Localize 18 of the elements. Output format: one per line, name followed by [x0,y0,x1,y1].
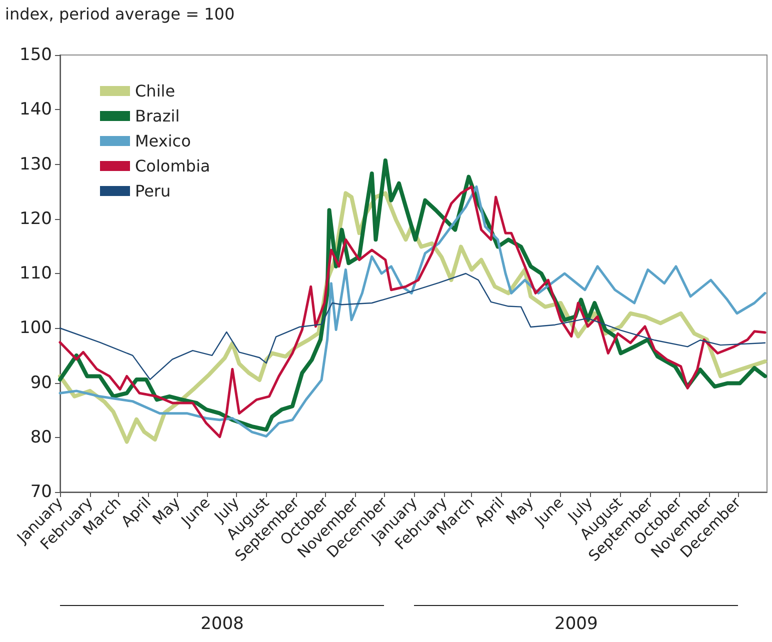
text: 2009 [554,614,599,634]
legend-label: Mexico [135,132,191,150]
legend-label: Chile [135,82,176,100]
legend-label: Brazil [135,106,180,126]
y-tick-label: 140 [20,100,52,120]
legend-label: Peru [135,182,171,200]
y-tick-label: 100 [20,318,52,338]
y-tick-label: 130 [20,154,52,174]
y-tick-label: 80 [30,427,52,448]
y-axis-title: index, period average = 100 [5,4,235,24]
text: 2008 [200,614,245,634]
line-series [59,272,766,380]
legend-label: Colombia [135,156,210,176]
y-tick-label: 120 [20,208,52,229]
y-tick-label: 110 [20,264,52,284]
y-tick-label: 150 [20,45,52,65]
y-tick-label: 70 [30,482,52,502]
y-tick-label: 90 [30,372,52,393]
